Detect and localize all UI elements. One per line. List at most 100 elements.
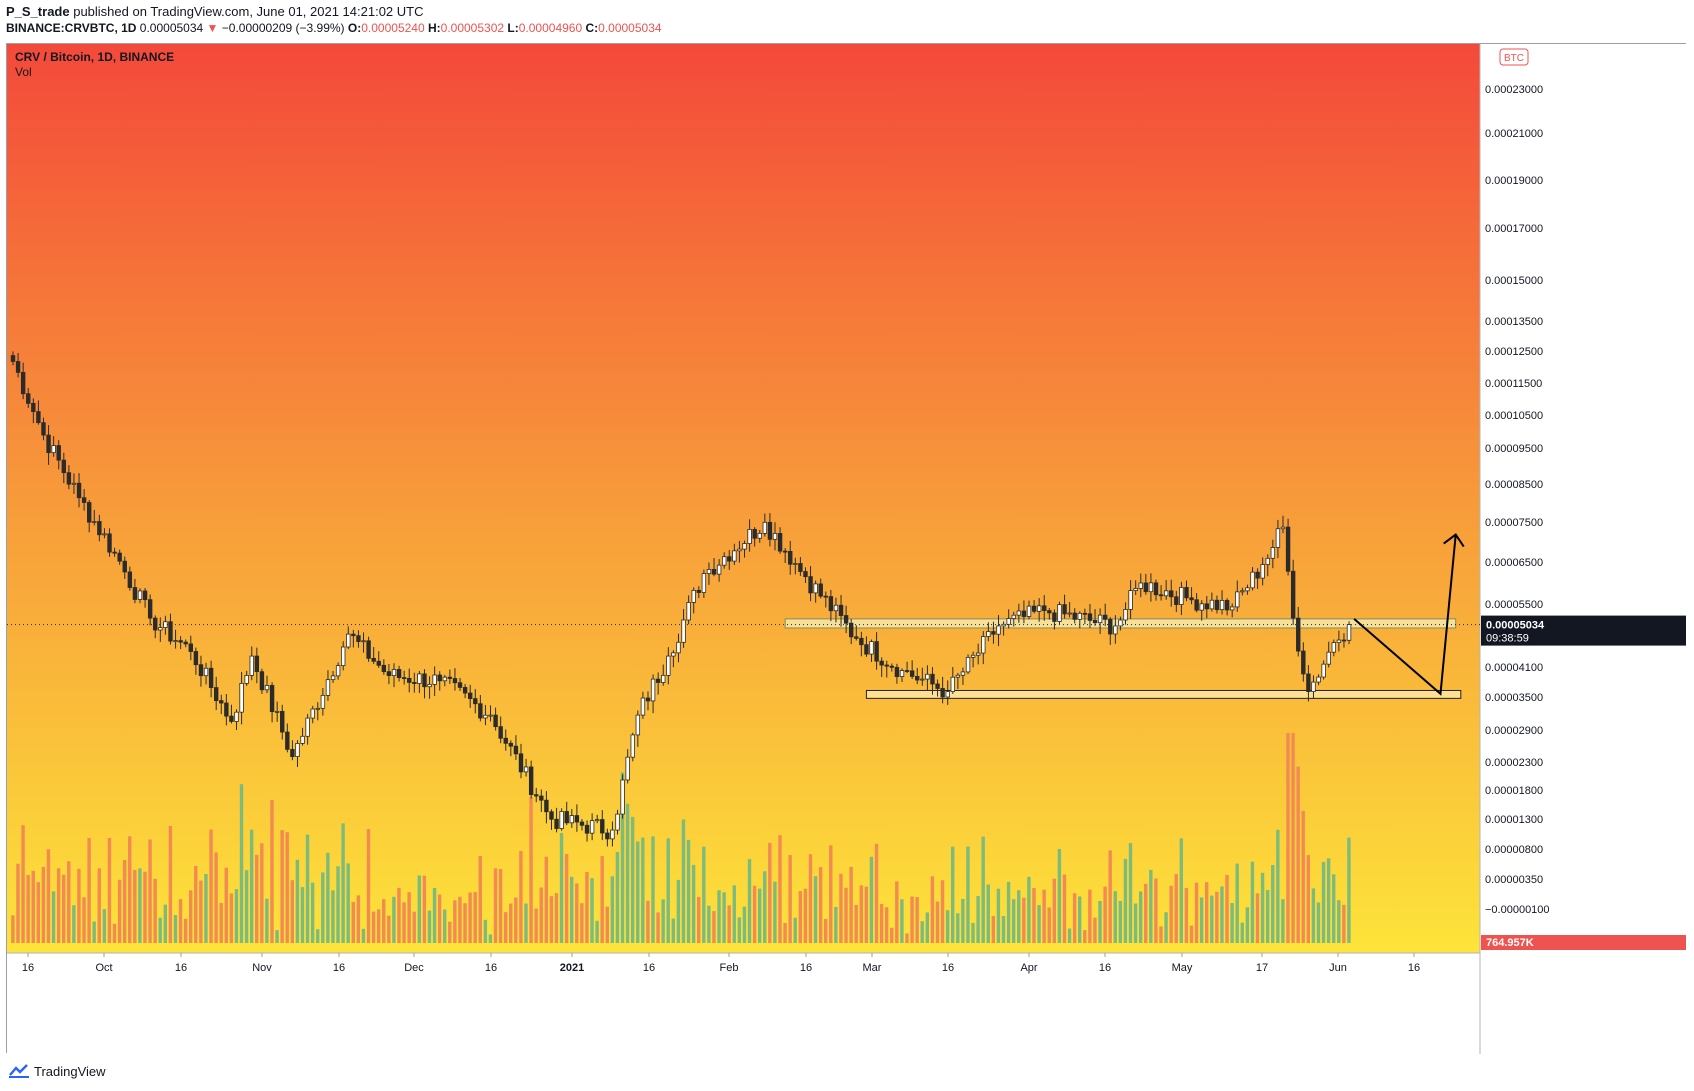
candle-body[interactable] <box>1270 547 1276 559</box>
candle-body[interactable] <box>1275 528 1281 548</box>
candle-body[interactable] <box>366 640 371 659</box>
candle-body[interactable] <box>1280 526 1286 530</box>
candle-body[interactable] <box>772 533 778 540</box>
candle-body[interactable] <box>391 669 397 676</box>
candle-body[interactable] <box>493 714 498 728</box>
candle-body[interactable] <box>295 743 300 757</box>
candle-body[interactable] <box>300 735 305 744</box>
candle-body[interactable] <box>1255 571 1260 579</box>
candle-body[interactable] <box>635 714 641 736</box>
candle-body[interactable] <box>1062 604 1067 615</box>
candle-body[interactable] <box>254 655 260 673</box>
candle-body[interactable] <box>407 677 412 683</box>
candle-body[interactable] <box>1290 570 1296 619</box>
candle-body[interactable] <box>650 678 656 702</box>
candle-body[interactable] <box>823 595 828 598</box>
candle-body[interactable] <box>1057 604 1062 622</box>
candle-body[interactable] <box>26 393 31 404</box>
candle-body[interactable] <box>41 422 46 436</box>
candle-body[interactable] <box>213 687 219 702</box>
candle-body[interactable] <box>686 602 691 621</box>
candle-body[interactable] <box>518 753 524 773</box>
candle-body[interactable] <box>1153 582 1159 596</box>
candle-body[interactable] <box>330 675 336 681</box>
candle-body[interactable] <box>188 643 193 652</box>
candle-body[interactable] <box>412 682 417 684</box>
candle-body[interactable] <box>716 564 722 575</box>
candle-body[interactable] <box>1011 614 1016 619</box>
candle-body[interactable] <box>655 678 661 683</box>
candle-body[interactable] <box>142 590 148 601</box>
candle-body[interactable] <box>340 646 346 667</box>
candle-body[interactable] <box>107 533 112 553</box>
candle-body[interactable] <box>950 676 955 692</box>
candle-body[interactable] <box>325 679 331 696</box>
currency-badge[interactable] <box>1499 48 1529 66</box>
candle-body[interactable] <box>894 666 900 677</box>
candle-body[interactable] <box>1194 599 1199 611</box>
candle-body[interactable] <box>909 670 915 677</box>
candle-body[interactable] <box>727 556 732 562</box>
candle-body[interactable] <box>285 731 290 750</box>
candle-body[interactable] <box>513 745 519 755</box>
candle-body[interactable] <box>843 615 849 624</box>
candle-body[interactable] <box>1026 605 1032 617</box>
candle-body[interactable] <box>564 811 569 824</box>
candle-body[interactable] <box>401 677 407 680</box>
candle-body[interactable] <box>198 664 204 677</box>
candle-body[interactable] <box>508 742 514 747</box>
candle-body[interactable] <box>1148 582 1154 593</box>
candle-body[interactable] <box>183 641 188 645</box>
candle-body[interactable] <box>178 640 183 643</box>
candle-body[interactable] <box>1184 587 1189 599</box>
candle-body[interactable] <box>640 697 646 716</box>
candle-body[interactable] <box>874 641 879 662</box>
candle-body[interactable] <box>737 548 742 552</box>
candle-body[interactable] <box>691 589 696 603</box>
candle-body[interactable] <box>1250 571 1255 589</box>
candle-body[interactable] <box>371 657 376 662</box>
candle-body[interactable] <box>1199 603 1204 611</box>
candle-body[interactable] <box>615 813 620 831</box>
candle-body[interactable] <box>290 748 295 757</box>
candle-body[interactable] <box>447 676 453 679</box>
candle-body[interactable] <box>1103 614 1108 620</box>
candle-body[interactable] <box>117 552 122 562</box>
candle-body[interactable] <box>36 411 41 424</box>
candle-body[interactable] <box>1169 590 1174 598</box>
candle-body[interactable] <box>417 673 422 684</box>
candle-body[interactable] <box>1108 618 1113 635</box>
candle-body[interactable] <box>828 596 834 612</box>
candle-body[interactable] <box>61 459 66 474</box>
candle-body[interactable] <box>1189 597 1194 601</box>
candle-body[interactable] <box>539 795 544 801</box>
candle-body[interactable] <box>981 636 986 654</box>
candle-body[interactable] <box>1031 605 1037 612</box>
candle-body[interactable] <box>666 655 671 676</box>
candle-body[interactable] <box>879 660 884 666</box>
candle-body[interactable] <box>742 543 747 550</box>
candle-body[interactable] <box>269 685 275 713</box>
candle-body[interactable] <box>320 694 326 709</box>
candle-body[interactable] <box>1341 639 1347 642</box>
candle-body[interactable] <box>1072 612 1077 620</box>
candle-body[interactable] <box>97 521 102 536</box>
candle-body[interactable] <box>1021 610 1027 617</box>
candle-body[interactable] <box>782 550 788 553</box>
candle-body[interactable] <box>955 674 961 678</box>
candle-body[interactable] <box>793 563 798 565</box>
candle-body[interactable] <box>483 714 488 719</box>
candle-body[interactable] <box>803 571 808 578</box>
candle-body[interactable] <box>762 521 768 534</box>
candle-body[interactable] <box>920 678 925 681</box>
candle-body[interactable] <box>1042 605 1047 611</box>
candle-body[interactable] <box>132 587 138 600</box>
candle-body[interactable] <box>280 710 285 733</box>
candle-body[interactable] <box>457 682 463 688</box>
candle-body[interactable] <box>1321 663 1326 678</box>
candle-body[interactable] <box>808 576 813 594</box>
candle-body[interactable] <box>991 631 996 635</box>
candle-body[interactable] <box>46 434 51 454</box>
candle-body[interactable] <box>930 673 935 685</box>
candle-body[interactable] <box>203 667 209 677</box>
